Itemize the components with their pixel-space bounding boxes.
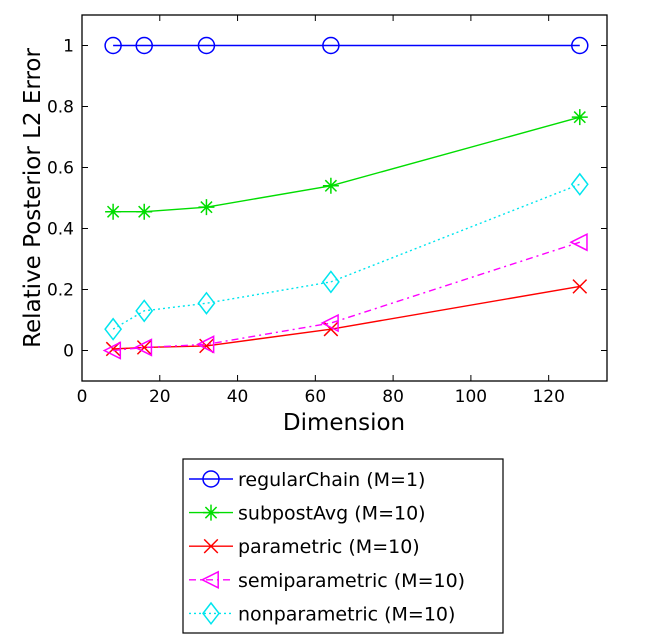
y-tick-label-3: 0.6 [47,159,74,179]
x-axis-label: Dimension [283,410,405,436]
legend-box [182,458,504,634]
y-tick-label-1: 0.2 [47,281,74,301]
x-tick-label-6: 120 [532,387,564,407]
series-0-point-2 [197,36,216,55]
y-tick-label-5: 1 [63,37,74,57]
series-3-point-4 [569,233,588,252]
x-tick-label-4: 80 [382,387,404,407]
series-4-point-2 [197,291,216,315]
x-tick-label-1: 20 [149,387,171,407]
series-0-point-3 [322,36,340,55]
series-4-line [112,183,581,330]
legend: regularChain (M=1) subpostAvg (M=10) param… [182,458,504,634]
series-3-point-3 [320,313,339,333]
y-tick-label-0: 0 [63,342,74,362]
series-1-line [113,116,580,213]
series-2-point-1 [136,340,152,355]
legend-marker-1 [203,504,219,521]
legend-marker-4 [202,601,220,626]
series-3-point-2 [195,335,215,354]
series-1-point-3 [322,177,339,194]
series-1-point-1 [136,203,153,220]
x-tick-label-2: 40 [227,387,249,407]
series-0-point-1 [135,36,153,55]
plot-layer [102,36,589,360]
legend-marker-0 [202,470,220,488]
legend-marker-2 [203,538,219,554]
series-3-point-1 [133,338,153,357]
series-0-point-4 [571,36,589,55]
series-4-point-1 [135,299,154,323]
legend-label-2: parametric (M=10) [238,536,420,558]
legend-label-3: semiparametric (M=10) [238,570,465,592]
legend-marker-3 [200,570,219,590]
legend-label-0: regularChain (M=1) [238,469,425,491]
y-axis-label: Relative Posterior L2 Error [20,48,46,348]
series-3-point-0 [102,341,122,360]
series-4-point-3 [321,270,340,294]
y-tick-label-4: 0.8 [47,98,74,118]
series-4-point-4 [570,172,589,196]
legend-label-4: nonparametric (M=10) [238,603,455,625]
series-4-point-0 [104,317,123,341]
series-2-point-4 [572,279,588,294]
y-tick-label-2: 0.4 [47,220,74,240]
series-1-point-4 [571,109,588,126]
series-1-point-2 [198,199,215,216]
plot-frame [81,14,608,382]
series-1-point-0 [105,203,122,220]
series-0-point-0 [104,36,122,55]
series-3-line [113,241,580,352]
x-tick-label-5: 100 [455,387,487,407]
x-tick-label-0: 0 [77,387,88,407]
legend-label-1: subpostAvg (M=10) [238,503,426,525]
series-2-line [113,285,580,350]
tick-layer: 0 20 40 60 80 100 120 0 0.2 0.4 0.6 0.8 1 [47,15,607,407]
x-tick-label-3: 60 [305,387,327,407]
